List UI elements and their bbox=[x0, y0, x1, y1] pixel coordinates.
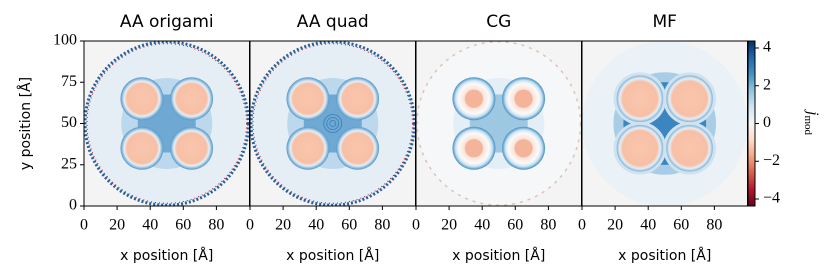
y-tick-label: 100 bbox=[53, 32, 77, 49]
disc bbox=[663, 121, 716, 175]
colorbar-label-main: j bbox=[804, 109, 821, 116]
x-tick-label: 60 bbox=[507, 217, 523, 234]
y-tick-label: 75 bbox=[61, 73, 77, 90]
panel-title: CG bbox=[486, 12, 511, 32]
y-axis-label: y position [Å] bbox=[17, 77, 34, 170]
colorbar-tick-label: 0 bbox=[763, 114, 771, 131]
heatmap bbox=[582, 41, 748, 206]
disc bbox=[286, 126, 330, 170]
center-ring bbox=[329, 120, 337, 127]
center-ring bbox=[326, 117, 340, 130]
x-tick-label: 20 bbox=[441, 217, 457, 234]
disc bbox=[336, 77, 380, 121]
x-tick-label: 20 bbox=[109, 217, 125, 234]
x-tick-label: 60 bbox=[175, 217, 191, 234]
y-tick-label: 25 bbox=[61, 155, 77, 172]
x-tick-label: 60 bbox=[341, 217, 357, 234]
x-tick-label: 20 bbox=[607, 217, 623, 234]
colorbar-label-sub: mod bbox=[802, 115, 814, 135]
x-tick-label: 80 bbox=[208, 217, 224, 234]
x-tick-label: 80 bbox=[540, 217, 556, 234]
colorbar-tick-label: 4 bbox=[763, 39, 771, 56]
y-tick-label: 0 bbox=[69, 197, 77, 214]
x-tick-label: 40 bbox=[142, 217, 158, 234]
disc bbox=[170, 77, 214, 121]
panel-title: AA origami bbox=[120, 12, 214, 32]
x-tick-label: 80 bbox=[374, 217, 390, 234]
x-tick-label: 40 bbox=[474, 217, 490, 234]
x-tick-label: 40 bbox=[640, 217, 656, 234]
x-axis-label: x position [Å] bbox=[120, 247, 213, 264]
disc bbox=[452, 77, 496, 121]
disc bbox=[502, 126, 546, 170]
x-axis-label: x position [Å] bbox=[286, 247, 379, 264]
colorbar-tick-label: 2 bbox=[763, 76, 771, 93]
heatmap bbox=[250, 41, 416, 206]
y-tick-label: 50 bbox=[61, 114, 77, 131]
disc bbox=[613, 72, 667, 126]
colorbar-label: jmod bbox=[802, 109, 821, 136]
disc bbox=[452, 126, 496, 170]
disc bbox=[120, 126, 164, 170]
colorbar bbox=[747, 40, 756, 207]
colorbar-tick-label: −4 bbox=[763, 190, 780, 207]
x-tick-label: 0 bbox=[80, 217, 88, 234]
disc bbox=[170, 126, 214, 170]
disc bbox=[120, 77, 164, 121]
x-axis-label: x position [Å] bbox=[452, 247, 545, 264]
rim bbox=[86, 43, 247, 204]
disc bbox=[336, 126, 380, 170]
x-tick-label: 60 bbox=[673, 217, 689, 234]
panel-title: AA quad bbox=[297, 12, 369, 32]
disc bbox=[663, 72, 716, 126]
heatmap bbox=[416, 41, 582, 206]
center-ring bbox=[323, 114, 343, 133]
disc bbox=[286, 77, 330, 121]
rim bbox=[252, 43, 413, 204]
x-tick-label: 0 bbox=[412, 217, 420, 234]
x-tick-label: 40 bbox=[308, 217, 324, 234]
x-tick-label: 0 bbox=[578, 217, 586, 234]
disc bbox=[502, 77, 546, 121]
x-tick-label: 20 bbox=[275, 217, 291, 234]
colorbar-tick-label: −2 bbox=[763, 152, 780, 169]
heatmap bbox=[84, 41, 250, 206]
x-axis-label: x position [Å] bbox=[618, 247, 711, 264]
panel-title: MF bbox=[653, 12, 677, 32]
disc bbox=[613, 121, 667, 175]
x-tick-label: 80 bbox=[706, 217, 722, 234]
x-tick-label: 0 bbox=[246, 217, 254, 234]
